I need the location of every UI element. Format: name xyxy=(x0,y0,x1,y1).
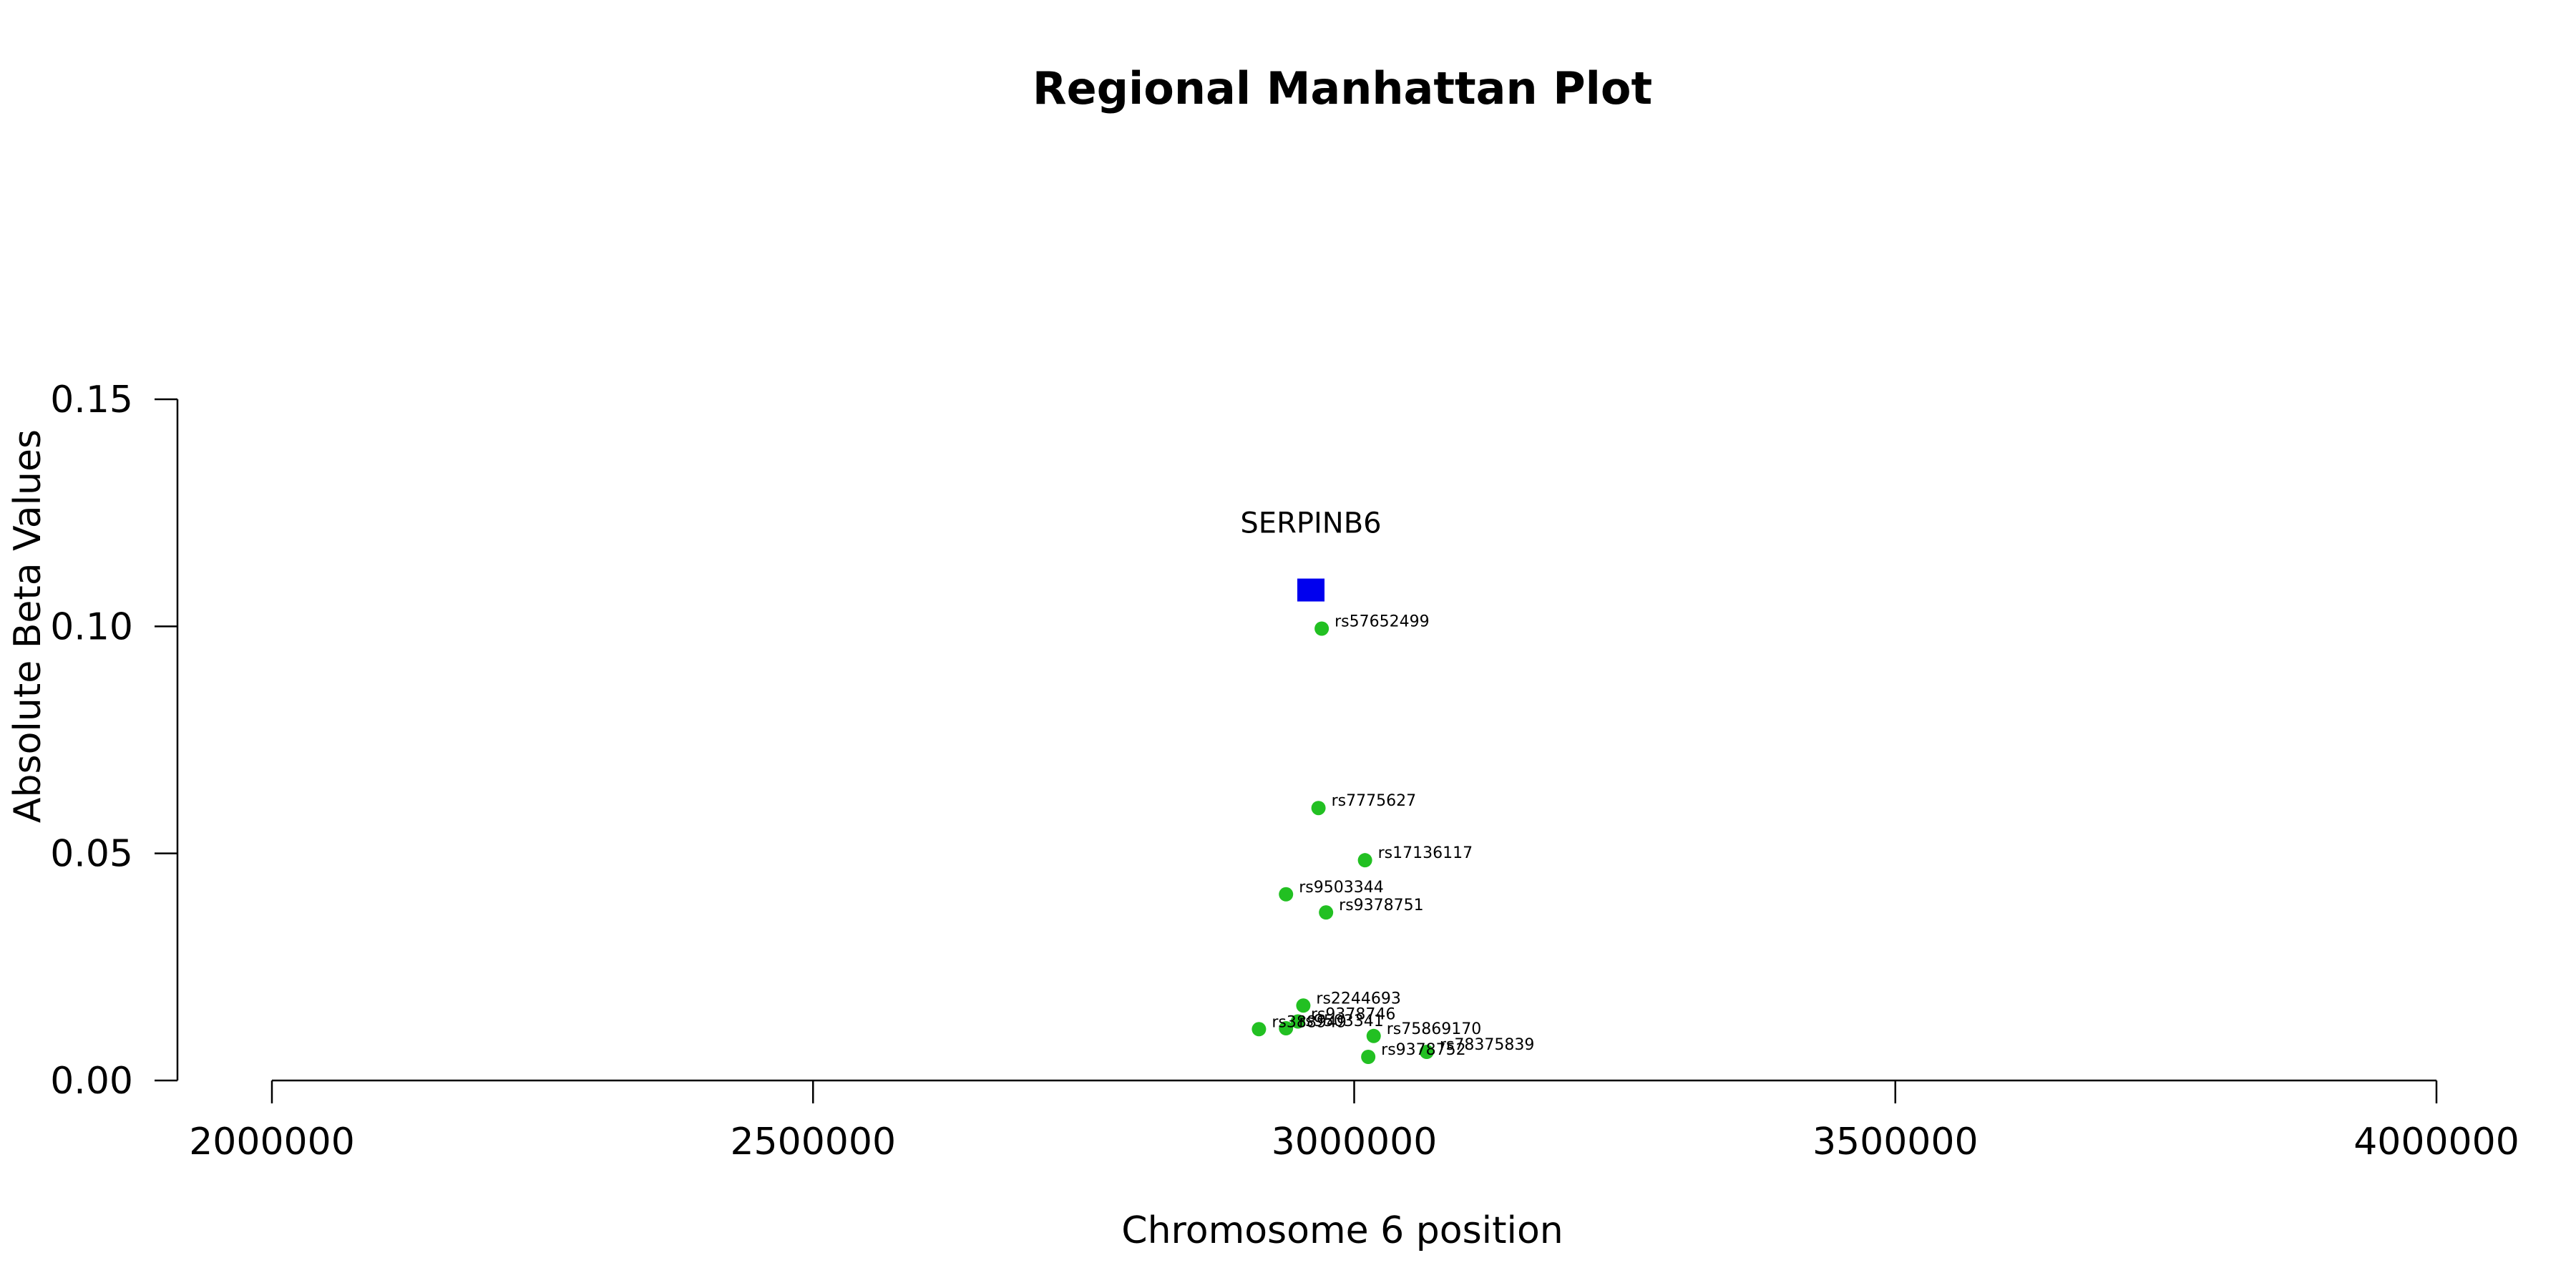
snp-point xyxy=(1361,1049,1376,1064)
chart-title: Regional Manhattan Plot xyxy=(1033,62,1652,114)
y-tick-label: 0.05 xyxy=(50,833,133,876)
gene-marker xyxy=(1297,578,1324,602)
x-axis: 2000000 2500000 3000000 3500000 4000000 xyxy=(189,1079,2519,1163)
snp-label: rs17136117 xyxy=(1378,844,1473,862)
snp-point xyxy=(1296,998,1311,1013)
snp-label: rs78375839 xyxy=(1440,1036,1534,1054)
x-tick-label: 2000000 xyxy=(189,1121,355,1163)
snp-point xyxy=(1314,621,1330,636)
snp-point xyxy=(1279,1021,1294,1036)
snp-label: rs57652499 xyxy=(1335,613,1429,631)
gene-label: SERPINB6 xyxy=(1240,507,1381,540)
snp-label: rs9503344 xyxy=(1299,879,1384,897)
point-labels: rs57652499rs7775627rs17136117rs9503344rs… xyxy=(1272,613,1534,1059)
snp-point xyxy=(1366,1028,1381,1043)
x-axis-label: Chromosome 6 position xyxy=(1121,1209,1563,1252)
y-axis-label: Absolute Beta Values xyxy=(6,429,49,823)
x-tick-label: 3500000 xyxy=(1813,1121,1979,1163)
snp-point xyxy=(1252,1022,1267,1037)
snp-label: rs75869170 xyxy=(1387,1020,1481,1038)
snp-point xyxy=(1290,1014,1305,1029)
snp-point xyxy=(1319,905,1334,920)
gene-annotation: SERPINB6 xyxy=(1240,507,1382,602)
data-points xyxy=(1252,621,1434,1064)
y-tick-label: 0.10 xyxy=(50,605,133,648)
y-tick-label: 0.00 xyxy=(50,1060,133,1103)
x-tick-label: 3000000 xyxy=(1272,1121,1438,1163)
y-axis: 0.00 0.05 0.10 0.15 xyxy=(50,379,179,1103)
snp-point xyxy=(1311,801,1326,816)
snp-label: rs9378751 xyxy=(1339,897,1424,914)
snp-label: rs388949 xyxy=(1272,1013,1347,1031)
snp-point xyxy=(1279,887,1294,902)
x-tick-label: 4000000 xyxy=(2353,1121,2519,1163)
snp-label: rs7775627 xyxy=(1332,792,1417,810)
snp-label: rs9503341 xyxy=(1299,1013,1384,1030)
y-tick-label: 0.15 xyxy=(50,379,133,421)
snp-label: rs9378752 xyxy=(1381,1041,1466,1059)
snp-label: rs9378746 xyxy=(1311,1005,1396,1023)
x-tick-label: 2500000 xyxy=(730,1121,896,1163)
snp-label: rs2244693 xyxy=(1316,990,1401,1008)
snp-point xyxy=(1357,853,1372,868)
snp-point xyxy=(1419,1045,1434,1060)
